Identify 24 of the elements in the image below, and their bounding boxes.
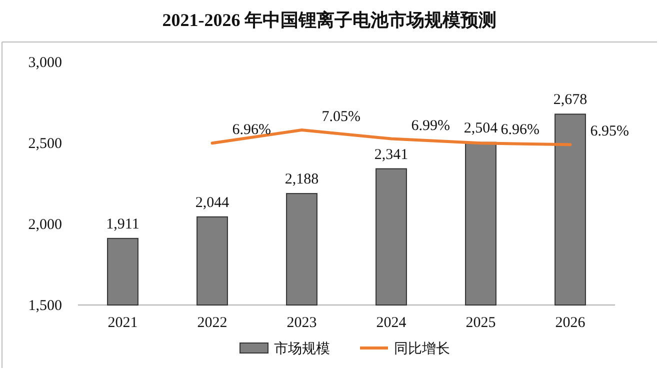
x-tick-label: 2023 [286,315,317,331]
y-tick-label: 2,500 [28,136,62,152]
x-tick-label: 2024 [376,315,407,331]
y-tick-label: 2,000 [28,217,62,233]
x-tick-label: 2022 [197,315,228,331]
x-tick-label: 2021 [108,315,138,331]
x-tick-label: 2026 [555,315,586,331]
data-label: 1,911 [106,216,140,232]
data-label: 2,188 [284,172,319,188]
data-label: 6.96% [500,122,540,138]
data-label: 2,044 [195,194,230,211]
y-tick-label: 1,500 [28,298,62,314]
data-label: 2,341 [374,146,408,163]
chart-title: 2021-2026 年中国锂离子电池市场规模预测 [162,10,497,30]
legend-label: 同比增长 [394,341,450,357]
data-label: 6.99% [411,118,450,134]
data-label: 6.95% [590,124,629,140]
data-label: 7.05% [322,109,360,126]
x-tick-label: 2025 [466,315,496,331]
data-label: 2,504 [464,120,498,136]
data-label: 6.96% [232,122,271,138]
data-label: 2,678 [553,92,588,108]
y-tick-label: 3,000 [28,55,62,71]
legend-label: 市场规模 [274,341,330,357]
